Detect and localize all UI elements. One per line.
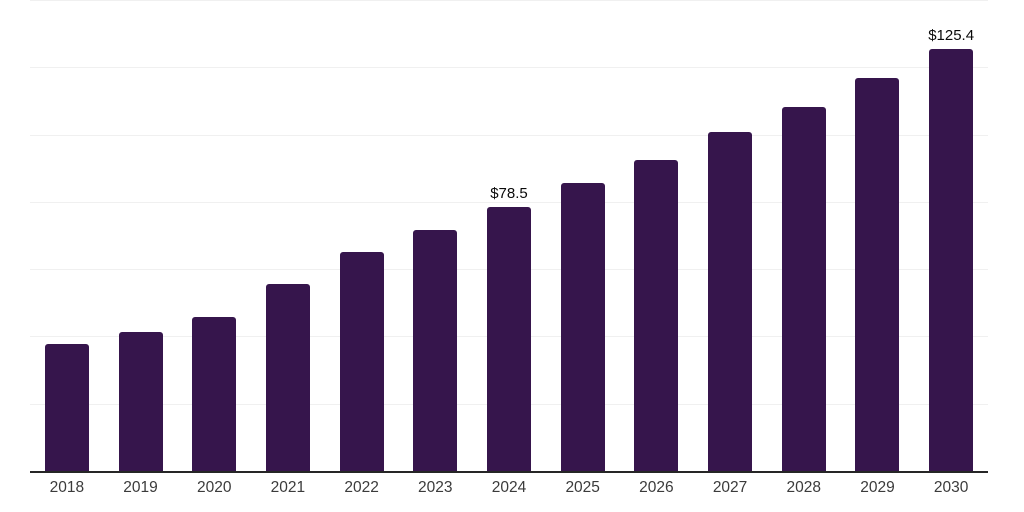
bar-2018 [44,343,89,471]
bar-2030 [929,49,974,471]
bar-2024 [487,206,531,471]
x-tick-label-2020: 2020 [196,479,232,496]
x-tick-label-2018: 2018 [49,479,85,496]
bar-2027 [708,132,753,471]
x-tick-label-2025: 2025 [565,479,600,496]
x-tick-label-2024: 2024 [491,479,527,496]
x-tick-label-2028: 2028 [786,479,821,496]
gridline-100 [30,134,988,136]
bar-2019 [118,332,163,471]
x-axis: 2018 2019 2020 2021 2022 2023 2024 2025 2026 2027… [30,479,988,503]
bar-2023 [413,230,458,471]
x-tick-label-2027: 2027 [712,479,748,496]
gridline-140 [30,0,988,1]
x-tick-label-2019: 2019 [123,479,158,496]
bar-2028 [781,106,826,471]
bar-value-label-2024: $78.5 [490,184,528,202]
bar-2026 [634,160,679,471]
x-tick-label-2021: 2021 [270,479,306,496]
gridline-80 [30,201,988,203]
plot-area: $78.5 $125.4 [30,0,988,473]
x-tick-label-2023: 2023 [418,479,453,496]
bar-value-label-2030: $125.4 [928,27,975,45]
bar-2025 [560,183,605,471]
x-tick-label-2029: 2029 [860,479,895,496]
x-tick-label-2030: 2030 [933,479,969,496]
bar-2022 [339,252,384,471]
bar-2021 [265,283,310,471]
x-tick-label-2022: 2022 [344,479,379,496]
gridline-120 [30,67,988,69]
x-tick-label-2026: 2026 [639,479,674,496]
bar-2029 [855,78,900,471]
bar-2020 [192,316,237,471]
